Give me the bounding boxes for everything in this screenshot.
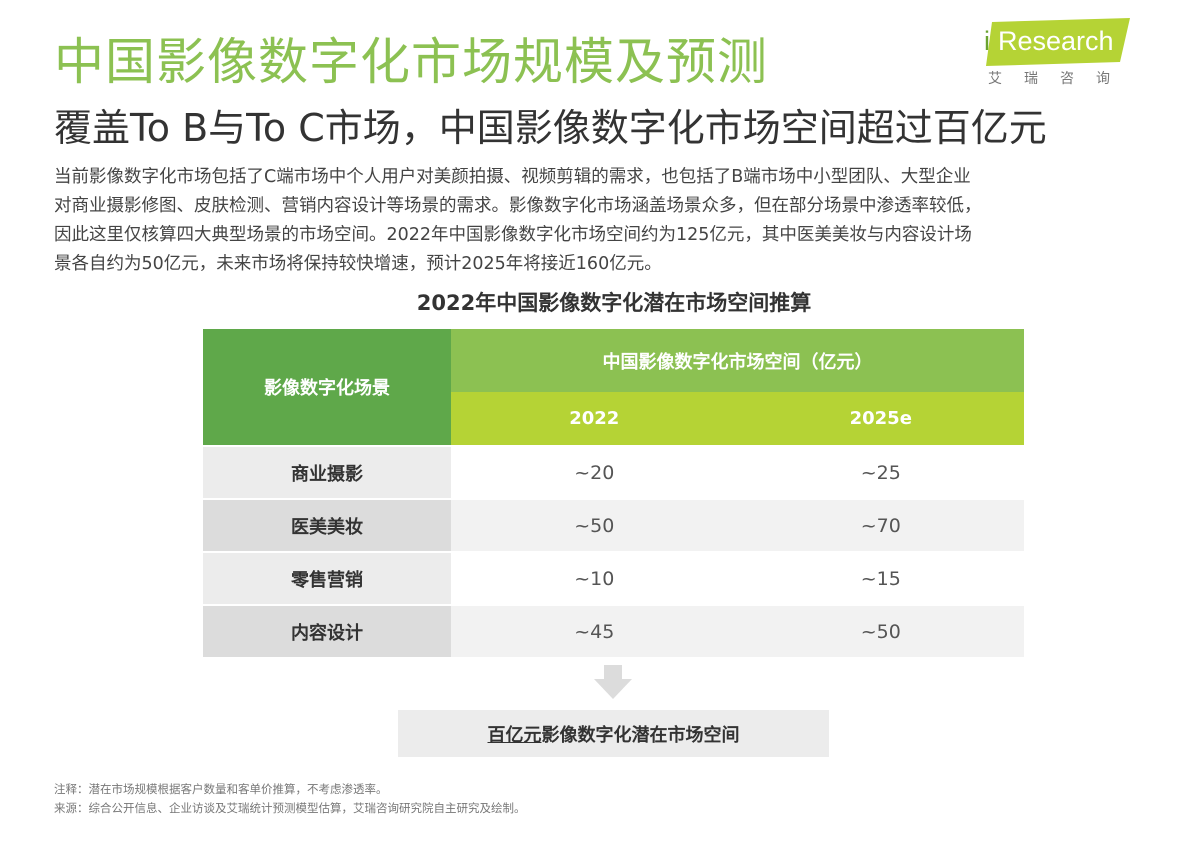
header-year-2022: 2022 [451, 392, 738, 445]
source-line: 来源：综合公开信息、企业访谈及艾瑞统计预测模型估算，艾瑞咨询研究院自主研究及绘制… [54, 801, 526, 815]
cell-2025: ~50 [737, 606, 1024, 657]
row-label: 商业摄影 [203, 447, 451, 498]
cell-2025: ~25 [737, 447, 1024, 498]
intro-line: 对商业摄影修图、皮肤检测、营销内容设计等场景的需求。影像数字化市场涵盖场景众多，… [54, 196, 982, 216]
header-market-space: 中国影像数字化市场空间（亿元） [451, 329, 1024, 392]
conclusion-text: 影像数字化潜在市场空间 [541, 724, 740, 746]
intro-line: 当前影像数字化市场包括了C端市场中个人用户对美颜拍摄、视频剪辑的需求，也包括了B… [54, 167, 971, 187]
conclusion-box: 百亿元 影像数字化潜在市场空间 [398, 710, 829, 757]
arrow-down-icon [594, 665, 632, 699]
cell-2022: ~45 [451, 606, 738, 657]
footnotes: 注释：潜在市场规模根据客户数量和客单价推算，不考虑渗透率。 来源：综合公开信息、… [54, 780, 526, 818]
table-row: 商业摄影 ~20 ~25 [203, 447, 1024, 498]
logo-subtitle: 艾瑞咨询 [988, 71, 1132, 87]
row-label: 零售营销 [203, 553, 451, 604]
header-year-2025e: 2025e [737, 392, 1024, 445]
table-row: 医美美妆 ~50 ~70 [203, 500, 1024, 551]
conclusion-emphasis: 百亿元 [487, 724, 542, 746]
page-title: 中国影像数字化市场规模及预测 [54, 33, 768, 91]
cell-2022: ~10 [451, 553, 738, 604]
cell-2025: ~15 [737, 553, 1024, 604]
row-label: 医美美妆 [203, 500, 451, 551]
note-line: 注释：潜在市场规模根据客户数量和客单价推算，不考虑渗透率。 [54, 782, 388, 796]
table-row: 内容设计 ~45 ~50 [203, 606, 1024, 657]
intro-paragraph: 当前影像数字化市场包括了C端市场中个人用户对美颜拍摄、视频剪辑的需求，也包括了B… [54, 163, 1144, 279]
logo-banner-shape [986, 18, 1130, 66]
cell-2025: ~70 [737, 500, 1024, 551]
cell-2022: ~20 [451, 447, 738, 498]
intro-line: 景各自约为50亿元，未来市场将保持较快增速，预计2025年将接近160亿元。 [54, 254, 662, 274]
page-subtitle: 覆盖To B与To C市场，中国影像数字化市场空间超过百亿元 [54, 106, 1047, 150]
header-scenario: 影像数字化场景 [203, 329, 451, 445]
logo-name: Research [998, 26, 1114, 56]
intro-line: 因此这里仅核算四大典型场景的市场空间。2022年中国影像数字化市场空间约为125… [54, 225, 972, 245]
iresearch-logo: i Research 艾瑞咨询 [984, 18, 1134, 90]
table-row: 零售营销 ~10 ~15 [203, 553, 1024, 604]
table-title: 2022年中国影像数字化潜在市场空间推算 [416, 291, 812, 315]
cell-2022: ~50 [451, 500, 738, 551]
row-label: 内容设计 [203, 606, 451, 657]
logo-i: i [984, 26, 990, 56]
